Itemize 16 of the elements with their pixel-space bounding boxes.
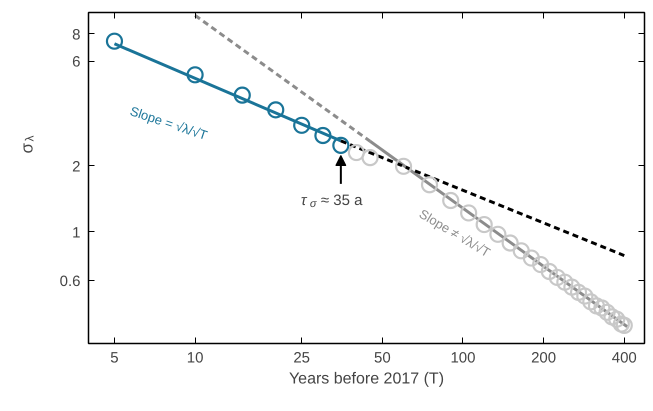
x-tick-label: 50 <box>374 350 391 366</box>
y-tick-label: 2 <box>72 158 80 176</box>
x-tick-label: 400 <box>612 350 637 366</box>
x-tick-label: 200 <box>531 350 556 366</box>
annotation: τσ ≈ 35 a <box>300 192 364 210</box>
y-tick-label: 6 <box>72 54 80 71</box>
annotation: Slope = √λ/√T <box>128 103 210 143</box>
y-axis-title: σλ <box>18 136 36 154</box>
y-tick-label: 8 <box>72 26 80 44</box>
y-tick-label: 1 <box>72 224 80 242</box>
x-tick-label: 10 <box>186 350 204 366</box>
x-tick-label: 100 <box>450 350 476 366</box>
x-tick-label: 5 <box>110 350 119 366</box>
y-tick-label: 0.6 <box>60 273 81 290</box>
x-axis-title: Years before 2017 (T) <box>288 370 444 388</box>
x-tick-label: 25 <box>293 350 310 366</box>
